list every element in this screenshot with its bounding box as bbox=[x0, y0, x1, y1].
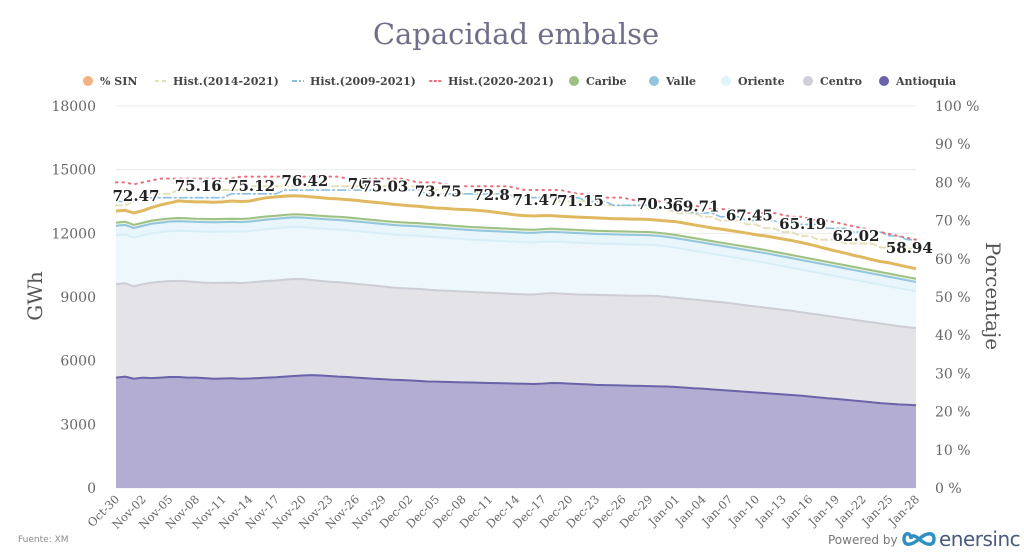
legend-label: Hist.(2020-2021) bbox=[448, 75, 554, 88]
powered-by-text: Powered by bbox=[828, 533, 898, 547]
y-tick-left: 6000 bbox=[60, 354, 96, 370]
y-tick-right: 90 % bbox=[935, 137, 971, 153]
legend-item-% SIN[interactable]: % SIN bbox=[83, 75, 137, 88]
legend-item-Caribe[interactable]: Caribe bbox=[569, 75, 627, 88]
area-antioquia bbox=[116, 375, 916, 488]
y-tick-right: 100 % bbox=[935, 99, 979, 115]
source-note: Fuente: XM bbox=[18, 535, 69, 545]
y-tick-left: 3000 bbox=[60, 417, 96, 433]
legend-item-Hist.(2009-2021)[interactable]: Hist.(2009-2021) bbox=[292, 75, 416, 88]
y-tick-left: 9000 bbox=[60, 290, 96, 306]
y-tick-right: 70 % bbox=[935, 214, 971, 230]
legend-label: Valle bbox=[665, 75, 696, 88]
y-tick-left: 18000 bbox=[51, 99, 96, 115]
legend-marker bbox=[803, 76, 813, 86]
data-label: 75.03 bbox=[361, 177, 408, 195]
y-axis-left-label: GWh bbox=[23, 271, 47, 321]
legend-marker bbox=[83, 76, 93, 86]
y-axis-right-label: Porcentaje bbox=[981, 242, 1005, 350]
legend-label: Hist.(2014-2021) bbox=[173, 75, 279, 88]
data-label: 69.71 bbox=[673, 198, 720, 216]
line-valle bbox=[115, 216, 917, 283]
data-label: 71.47 bbox=[513, 191, 560, 209]
line-oriente bbox=[115, 225, 917, 293]
data-label: 73.75 bbox=[415, 182, 462, 200]
y-tick-right: 10 % bbox=[935, 443, 971, 459]
data-label: 72.8 bbox=[473, 186, 510, 204]
data-label: 67.45 bbox=[726, 206, 773, 224]
line-centro bbox=[115, 277, 917, 329]
legend-label: Centro bbox=[820, 75, 862, 88]
legend-item-Hist.(2020-2021)[interactable]: Hist.(2020-2021) bbox=[429, 75, 554, 88]
data-label: 75.16 bbox=[175, 177, 222, 195]
data-label: 71.15 bbox=[557, 192, 604, 210]
data-label: 76.42 bbox=[281, 172, 328, 190]
y-tick-right: 50 % bbox=[935, 290, 971, 306]
chart-title: Capacidad embalse bbox=[373, 17, 659, 51]
data-label: 70.37 bbox=[637, 195, 684, 213]
y-tick-right: 0 % bbox=[935, 481, 962, 497]
y-tick-right: 20 % bbox=[935, 405, 971, 421]
line-caribe bbox=[115, 213, 917, 280]
data-label: 65.19 bbox=[779, 215, 826, 233]
y-tick-right: 40 % bbox=[935, 328, 971, 344]
y-tick-right: 60 % bbox=[935, 252, 971, 268]
legend-label: Caribe bbox=[586, 75, 627, 88]
legend-marker bbox=[879, 76, 889, 86]
legend-item-Hist.(2014-2021)[interactable]: Hist.(2014-2021) bbox=[155, 75, 279, 88]
y-tick-left: 0 bbox=[87, 481, 96, 497]
legend-item-Oriente[interactable]: Oriente bbox=[721, 75, 785, 88]
y-tick-left: 12000 bbox=[51, 226, 96, 242]
data-label: 62.02 bbox=[833, 227, 880, 245]
legend-item-Antioquia[interactable]: Antioquia bbox=[879, 75, 956, 88]
hist-line-Hist.(2020-2021) bbox=[115, 175, 917, 241]
line-antioquia bbox=[115, 374, 917, 407]
infinity-icon bbox=[902, 532, 936, 546]
hist-line-Hist.(2009-2021) bbox=[115, 189, 917, 241]
data-label: 72.47 bbox=[113, 187, 160, 205]
data-label: 75.12 bbox=[228, 177, 275, 195]
stacked-areas bbox=[115, 194, 917, 488]
legend-item-Valle[interactable]: Valle bbox=[649, 75, 696, 88]
legend-marker bbox=[649, 76, 659, 86]
data-label: 76 bbox=[348, 175, 369, 193]
data-label: 58.94 bbox=[886, 239, 933, 257]
legend-marker bbox=[569, 76, 579, 86]
legend-label: Hist.(2009-2021) bbox=[310, 75, 416, 88]
y-tick-left: 15000 bbox=[51, 163, 96, 179]
chart-legend: % SIN Hist.(2014-2021) Hist.(2009-2021) His… bbox=[83, 75, 956, 88]
pct-sin-line bbox=[115, 194, 917, 271]
legend-label: % SIN bbox=[100, 75, 137, 88]
legend-item-Centro[interactable]: Centro bbox=[803, 75, 862, 88]
y-tick-right: 80 % bbox=[935, 175, 971, 191]
enersinc-logo[interactable]: enersinc bbox=[902, 526, 1021, 552]
legend-label: Oriente bbox=[738, 75, 785, 88]
legend-marker bbox=[721, 76, 731, 86]
legend-label: Antioquia bbox=[895, 75, 956, 88]
y-tick-right: 30 % bbox=[935, 366, 971, 382]
brand-name: enersinc bbox=[939, 527, 1021, 551]
historical-lines bbox=[115, 175, 917, 253]
